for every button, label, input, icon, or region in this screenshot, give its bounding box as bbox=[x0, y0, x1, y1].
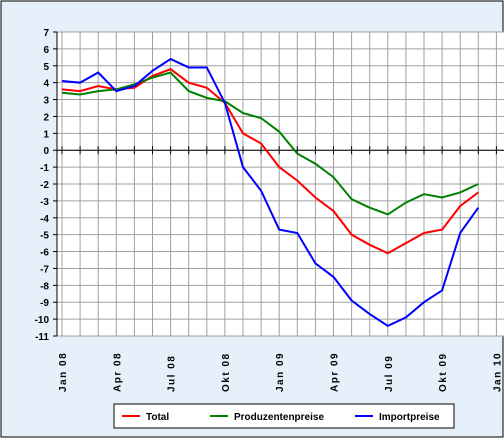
y-tick-label: 7 bbox=[43, 28, 49, 39]
y-tick-label: 6 bbox=[43, 45, 49, 56]
x-tick-label: Jan 10 bbox=[492, 352, 503, 392]
legend-label: Produzentenpreise bbox=[234, 412, 324, 423]
x-tick-label: Apr 09 bbox=[330, 352, 341, 392]
y-tick-label: -3 bbox=[40, 197, 49, 208]
y-tick-label: 4 bbox=[43, 79, 49, 90]
x-tick-label: Okt 08 bbox=[221, 352, 232, 392]
y-tick-label: -11 bbox=[35, 332, 49, 343]
y-tick-label: -8 bbox=[40, 281, 49, 292]
x-tick-label: Jul 08 bbox=[167, 355, 178, 392]
y-tick-label: 3 bbox=[43, 96, 49, 107]
y-tick-label: -2 bbox=[40, 180, 49, 191]
x-tick-label: Jan 08 bbox=[58, 352, 69, 392]
legend-box bbox=[113, 403, 455, 429]
series-line bbox=[61, 57, 480, 328]
y-tick-label: 1 bbox=[43, 129, 49, 140]
y-tick-label: 5 bbox=[43, 62, 49, 73]
x-tick-label: Okt 09 bbox=[438, 352, 449, 392]
y-tick-label: 2 bbox=[43, 112, 49, 123]
y-tick-label: -5 bbox=[40, 231, 49, 242]
x-tick-label: Jul 09 bbox=[384, 355, 395, 392]
x-tick-label: Apr 08 bbox=[112, 352, 123, 392]
legend-label: Total bbox=[146, 412, 169, 423]
legend-label: Importpreise bbox=[379, 412, 440, 423]
series-line bbox=[61, 68, 479, 255]
x-tick-label: Jan 09 bbox=[275, 352, 286, 392]
y-tick-label: -10 bbox=[35, 315, 50, 326]
y-tick-label: -9 bbox=[40, 298, 49, 309]
series-line bbox=[61, 71, 479, 216]
y-tick-label: -4 bbox=[40, 214, 49, 225]
y-tick-label: -7 bbox=[40, 264, 49, 275]
y-tick-label: 0 bbox=[43, 146, 49, 157]
y-tick-label: -6 bbox=[40, 248, 49, 259]
y-tick-label: -1 bbox=[40, 163, 49, 174]
